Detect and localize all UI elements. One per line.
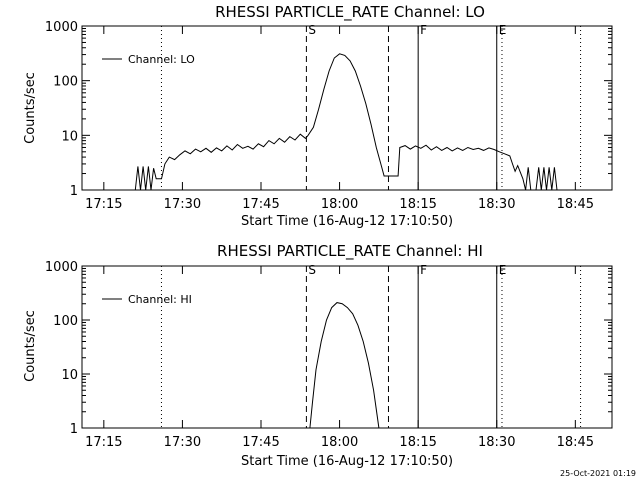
- x-tick-label: 17:30: [164, 435, 201, 450]
- y-axis-label: Counts/sec: [23, 310, 38, 382]
- legend-label: Channel: HI: [128, 293, 192, 306]
- legend-label: Channel: LO: [128, 53, 195, 66]
- plot-frame: [81, 25, 613, 191]
- hi-channel-panel: RHESSI PARTICLE_RATE Channel: HI Counts/…: [23, 242, 613, 469]
- y-axis-label: Counts/sec: [23, 72, 38, 144]
- x-tick-label: 17:30: [164, 197, 201, 212]
- event-marker-label: S: [308, 23, 316, 37]
- x-tick-label: 18:30: [478, 197, 515, 212]
- x-tick-label: 18:45: [557, 197, 594, 212]
- x-axis-label: Start Time (16-Aug-12 17:10:50): [241, 214, 453, 229]
- x-tick-label: 17:45: [242, 197, 279, 212]
- chart-title: RHESSI PARTICLE_RATE Channel: HI: [217, 242, 483, 261]
- x-tick-label: 17:15: [85, 197, 122, 212]
- y-tick-label: 1: [70, 184, 78, 199]
- event-marker-label: E: [499, 23, 507, 37]
- y-tick-label: 1000: [45, 260, 78, 275]
- lo-channel-panel: RHESSI PARTICLE_RATE Channel: LO Counts/…: [23, 3, 613, 229]
- chart-title: RHESSI PARTICLE_RATE Channel: LO: [215, 3, 485, 22]
- series-line: [309, 302, 380, 429]
- y-tick-label: 100: [53, 314, 78, 329]
- x-tick-label: 17:15: [85, 435, 122, 450]
- event-marker-label: E: [499, 263, 507, 277]
- x-tick-label: 17:45: [242, 435, 279, 450]
- x-tick-label: 18:00: [321, 197, 358, 212]
- event-marker-label: F: [420, 263, 427, 277]
- event-marker-label: F: [420, 23, 427, 37]
- event-marker-label: S: [308, 263, 316, 277]
- x-tick-label: 18:45: [557, 435, 594, 450]
- y-tick-label: 10: [61, 129, 78, 144]
- y-tick-label: 100: [53, 75, 78, 90]
- x-tick-label: 18:15: [399, 435, 436, 450]
- x-tick-label: 18:15: [399, 197, 436, 212]
- x-tick-label: 18:00: [321, 435, 358, 450]
- y-tick-label: 1: [70, 422, 78, 437]
- y-tick-label: 1000: [45, 20, 78, 35]
- x-axis-label: Start Time (16-Aug-12 17:10:50): [241, 454, 453, 469]
- series-line: [134, 53, 558, 191]
- plot-frame: [81, 265, 613, 429]
- x-tick-label: 18:30: [478, 435, 515, 450]
- generation-timestamp: 25-Oct-2021 01:19: [560, 469, 636, 478]
- y-tick-label: 10: [61, 368, 78, 383]
